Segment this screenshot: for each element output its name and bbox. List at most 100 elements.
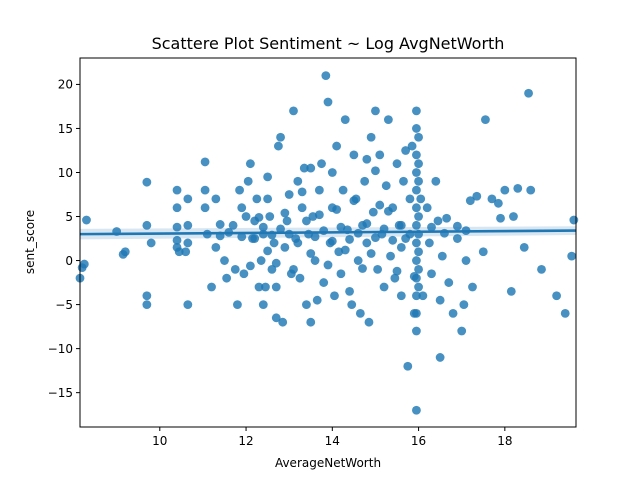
data-point	[431, 176, 441, 186]
data-point	[412, 405, 421, 415]
data-point	[371, 233, 380, 243]
data-point	[172, 185, 182, 195]
y-axis-title: sent_score	[23, 210, 37, 274]
data-point	[142, 220, 152, 230]
data-point	[183, 238, 193, 248]
data-point	[256, 256, 266, 265]
data-point	[412, 168, 421, 177]
data-point	[399, 176, 408, 186]
data-point	[526, 185, 536, 195]
data-point	[327, 236, 337, 246]
data-point	[461, 256, 471, 265]
y-tick-label: −10	[48, 342, 73, 356]
data-point	[457, 326, 467, 336]
data-point	[263, 172, 273, 182]
data-point	[442, 213, 452, 223]
data-point	[362, 238, 372, 248]
data-point	[142, 300, 152, 309]
x-tick-label: 16	[411, 434, 426, 448]
data-point	[412, 106, 421, 116]
data-point	[396, 291, 406, 301]
data-point	[379, 282, 389, 292]
data-point	[414, 282, 423, 292]
data-point	[362, 219, 372, 228]
data-point	[250, 234, 260, 243]
data-point	[396, 220, 406, 230]
data-point	[336, 269, 346, 279]
data-points-layer	[75, 71, 579, 415]
data-point	[336, 222, 346, 232]
plot-frame	[79, 57, 577, 428]
data-point	[493, 198, 503, 208]
data-point	[319, 278, 329, 287]
data-point	[120, 247, 130, 257]
data-point	[271, 282, 281, 292]
data-point	[360, 176, 370, 186]
data-point	[371, 166, 380, 176]
data-point	[567, 251, 577, 261]
data-point	[295, 273, 305, 283]
data-point	[263, 194, 273, 204]
data-point	[338, 185, 348, 195]
data-point	[422, 203, 432, 213]
data-point	[366, 249, 376, 258]
data-point	[142, 291, 152, 301]
data-point	[200, 157, 210, 167]
data-point	[302, 300, 311, 309]
data-point	[412, 150, 421, 160]
data-point	[524, 88, 533, 98]
data-point	[267, 264, 277, 274]
data-point	[412, 308, 421, 318]
data-point	[252, 194, 262, 204]
y-tick-label: 0	[65, 254, 73, 268]
y-tick-label: 15	[58, 122, 73, 136]
data-point	[435, 295, 445, 305]
data-point	[323, 97, 333, 107]
data-point	[412, 124, 421, 133]
data-point	[317, 159, 326, 169]
data-point	[269, 238, 279, 248]
data-point	[375, 150, 385, 160]
data-point	[407, 141, 417, 151]
data-point	[375, 200, 385, 210]
data-point	[293, 238, 303, 248]
data-point	[506, 286, 516, 296]
data-point	[468, 282, 477, 292]
data-point	[412, 220, 421, 230]
data-point	[412, 291, 421, 301]
data-point	[414, 247, 423, 257]
data-point	[552, 291, 561, 301]
data-point	[412, 203, 421, 213]
data-point	[332, 205, 342, 214]
data-point	[211, 242, 221, 252]
data-point	[239, 269, 249, 279]
data-point	[183, 220, 193, 230]
data-point	[368, 207, 378, 217]
data-point	[314, 210, 324, 220]
data-point	[82, 215, 91, 225]
data-point	[299, 163, 309, 173]
data-point	[261, 282, 270, 292]
data-point	[280, 242, 290, 252]
data-point	[465, 196, 475, 206]
data-point	[509, 212, 518, 221]
data-point	[146, 238, 156, 248]
data-point	[353, 256, 363, 265]
data-point	[355, 308, 365, 318]
data-point	[472, 191, 482, 201]
data-point	[388, 235, 398, 245]
data-point	[424, 238, 434, 248]
data-point	[418, 291, 428, 301]
data-point	[459, 300, 469, 309]
x-tick-label: 14	[325, 434, 340, 448]
data-point	[215, 220, 225, 229]
data-point	[265, 212, 275, 221]
data-point	[183, 300, 193, 309]
data-point	[444, 278, 454, 287]
data-point	[183, 194, 193, 204]
data-point	[289, 106, 298, 116]
data-point	[414, 159, 423, 169]
data-point	[258, 300, 268, 309]
data-point	[519, 242, 529, 252]
